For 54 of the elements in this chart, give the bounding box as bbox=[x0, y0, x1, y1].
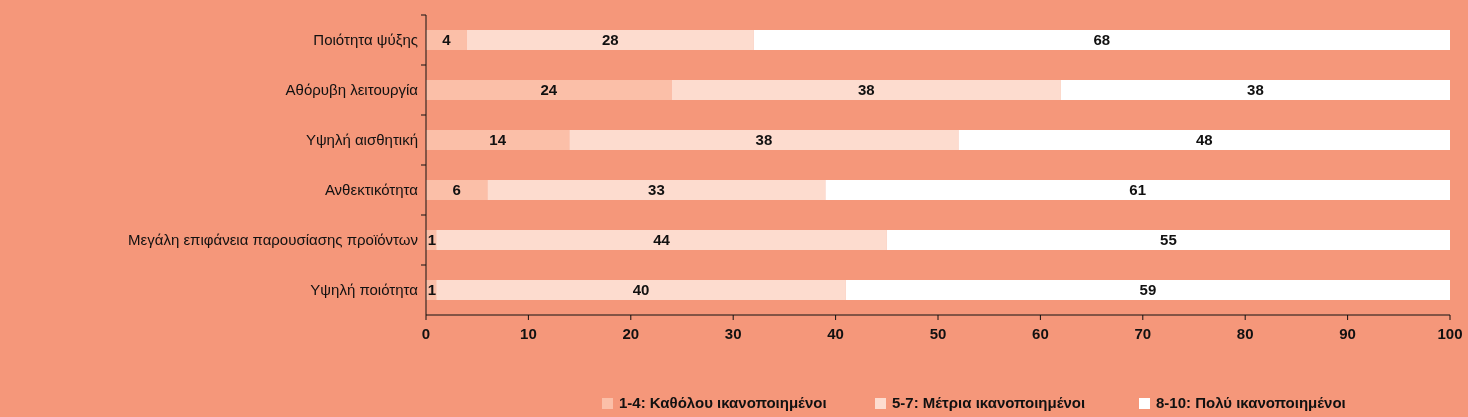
bar bbox=[569, 130, 959, 150]
bar bbox=[487, 180, 826, 200]
x-tick-label: 40 bbox=[827, 325, 844, 342]
data-label: 24 bbox=[540, 81, 558, 99]
data-label: 14 bbox=[489, 131, 507, 149]
x-tick-label: 50 bbox=[929, 325, 947, 342]
y-tick-label: Υψηλή ποιότητα bbox=[310, 281, 419, 299]
legend-label: 5-7: Μέτρια ικανοποιημένοι bbox=[892, 394, 1086, 411]
bar bbox=[845, 280, 1450, 300]
x-tick-label: 10 bbox=[520, 325, 537, 342]
bar bbox=[426, 80, 672, 100]
x-tick-label: 70 bbox=[1134, 325, 1152, 342]
data-label: 28 bbox=[601, 31, 619, 49]
x-tick-label: 90 bbox=[1339, 325, 1356, 342]
x-tick-label: 20 bbox=[622, 325, 640, 342]
data-label: 33 bbox=[648, 181, 665, 199]
data-label: 61 bbox=[1129, 181, 1147, 199]
x-tick-label: 100 bbox=[1437, 325, 1463, 342]
bar bbox=[886, 230, 1450, 250]
bar bbox=[958, 130, 1450, 150]
y-tick-label: Αθόρυβη λειτουργία bbox=[285, 81, 419, 99]
data-label: 4 bbox=[442, 31, 452, 49]
data-label: 1 bbox=[427, 231, 437, 249]
x-tick-label: 0 bbox=[421, 325, 431, 342]
bar bbox=[825, 180, 1450, 200]
data-label: 48 bbox=[1195, 131, 1213, 149]
y-tick-label: Υψηλή αισθητική bbox=[305, 131, 418, 149]
data-label: 6 bbox=[452, 181, 461, 199]
bar bbox=[671, 80, 1061, 100]
data-label: 1 bbox=[427, 281, 437, 299]
bar bbox=[426, 130, 570, 150]
data-label: 59 bbox=[1139, 281, 1157, 299]
bar bbox=[426, 30, 467, 50]
legend-label: 1-4: Καθόλου ικανοποιημένοι bbox=[619, 394, 827, 411]
y-tick-label: Μεγάλη επιφάνεια παρουσίασης προϊόντων bbox=[128, 231, 418, 249]
bar bbox=[1060, 80, 1450, 100]
bar bbox=[466, 30, 754, 50]
bar bbox=[753, 30, 1450, 50]
data-label: 40 bbox=[632, 281, 650, 299]
data-label: 55 bbox=[1160, 231, 1177, 249]
bar bbox=[436, 230, 887, 250]
y-tick-label: Ανθεκτικότητα bbox=[324, 181, 419, 199]
legend-label: 8-10: Πολύ ικανοποιημένοι bbox=[1156, 394, 1346, 411]
data-label: 38 bbox=[1247, 81, 1264, 99]
data-label: 44 bbox=[653, 231, 671, 249]
x-tick-label: 30 bbox=[724, 325, 742, 342]
data-label: 38 bbox=[755, 131, 773, 149]
data-label: 38 bbox=[857, 81, 875, 99]
bar bbox=[426, 180, 488, 200]
x-tick-label: 80 bbox=[1236, 325, 1254, 342]
x-tick-label: 60 bbox=[1032, 325, 1049, 342]
bar bbox=[436, 280, 846, 300]
y-tick-label: Ποιότητα ψύξης bbox=[313, 31, 418, 49]
data-label: 68 bbox=[1093, 31, 1111, 49]
